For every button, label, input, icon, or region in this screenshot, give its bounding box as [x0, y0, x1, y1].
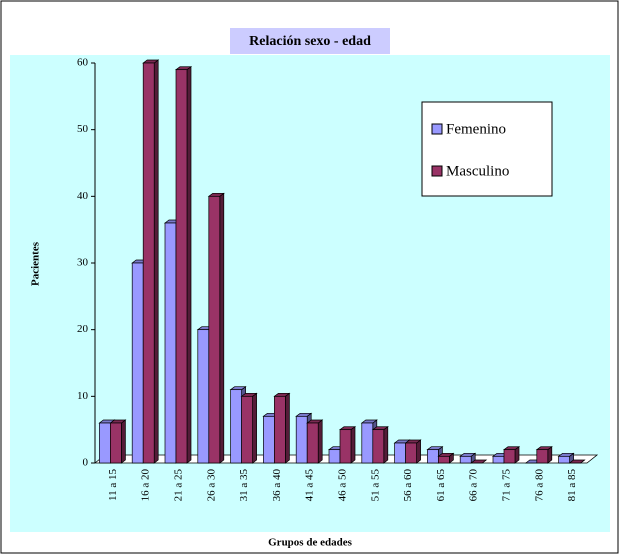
bar-front — [99, 422, 111, 464]
bar-front — [361, 422, 374, 464]
y-axis-label: Pacientes — [30, 241, 42, 286]
bar-front — [503, 449, 516, 464]
y-tick-label: 40 — [77, 190, 89, 202]
bar-top — [470, 459, 488, 464]
x-tick-label: 51 a 55 — [369, 469, 381, 502]
bar — [207, 192, 225, 464]
bar — [174, 65, 193, 464]
y-tick-label: 60 — [77, 57, 89, 69]
bar — [502, 445, 521, 464]
bar-front — [175, 69, 188, 464]
title-box — [230, 28, 390, 54]
bar-front — [274, 395, 286, 464]
bar-front — [241, 395, 253, 464]
bar-front — [339, 429, 352, 464]
bar-side — [252, 392, 257, 464]
bar-side — [153, 59, 159, 464]
bar-front — [372, 429, 385, 464]
legend-swatch — [431, 165, 443, 177]
bar — [568, 459, 586, 464]
x-tick-label: 76 a 80 — [533, 469, 545, 502]
bar — [273, 392, 291, 464]
bar — [338, 425, 357, 464]
legend — [421, 101, 553, 197]
bar — [109, 419, 127, 464]
bar-front — [142, 62, 155, 464]
x-tick-label: 46 a 50 — [337, 469, 349, 502]
bar-side — [350, 425, 356, 464]
y-tick-label: 0 — [83, 457, 89, 469]
bar-front — [438, 455, 450, 464]
chart-title: Relación sexo - edad — [249, 34, 371, 49]
bar-side — [416, 439, 421, 464]
bar-side — [317, 419, 323, 464]
bar-front — [427, 449, 439, 464]
x-tick-label: 11 a 15 — [107, 469, 119, 501]
bar-top — [568, 459, 586, 464]
x-tick-label: 71 a 75 — [501, 469, 513, 502]
bar — [557, 452, 575, 464]
x-tick-label: 41 a 45 — [304, 469, 316, 502]
bar — [437, 452, 455, 464]
bar-front — [558, 455, 570, 464]
x-tick-label: 81 a 85 — [566, 469, 578, 502]
bar — [535, 445, 553, 464]
bar-front — [230, 389, 242, 464]
bar-front — [306, 422, 319, 464]
x-tick-label: 21 a 25 — [173, 469, 185, 502]
bar — [371, 425, 389, 464]
bar-side — [186, 65, 192, 464]
x-tick-label: 56 a 60 — [402, 469, 414, 502]
bar-front — [197, 329, 210, 464]
legend-swatch — [431, 123, 443, 135]
bar — [470, 459, 488, 464]
bar-front — [492, 455, 505, 464]
x-axis-label: Grupos de edades — [268, 537, 352, 549]
bar-front — [295, 415, 308, 464]
x-tick-label: 16 a 20 — [140, 469, 152, 502]
bar-front — [263, 415, 275, 464]
y-tick-label: 10 — [77, 390, 89, 402]
bar-side — [285, 392, 290, 464]
bar — [306, 419, 324, 464]
bar — [142, 59, 160, 464]
bar-front — [536, 449, 549, 464]
y-tick-label: 50 — [77, 123, 89, 135]
bar-front — [459, 455, 472, 464]
bar-front — [110, 422, 122, 464]
bar-side — [383, 425, 389, 464]
legend-label: Masculino — [446, 163, 509, 179]
x-tick-label: 61 a 65 — [435, 469, 447, 502]
bar — [240, 392, 258, 464]
bar-side — [121, 419, 126, 464]
bar-front — [328, 449, 341, 464]
legend-label: Femenino — [446, 121, 506, 137]
bar-front — [131, 262, 144, 464]
x-tick-label: 26 a 30 — [205, 469, 217, 502]
x-tick-label: 66 a 70 — [468, 469, 480, 502]
x-tick-label: 31 a 35 — [238, 469, 250, 502]
bar-front — [394, 442, 406, 464]
bar-side — [219, 192, 225, 464]
bar-front — [208, 195, 221, 464]
bar — [404, 439, 422, 464]
y-tick-label: 20 — [77, 323, 89, 335]
x-tick-label: 36 a 40 — [271, 469, 283, 502]
bar-front — [164, 222, 177, 464]
y-tick-label: 30 — [77, 257, 89, 269]
bar-front — [405, 442, 417, 464]
